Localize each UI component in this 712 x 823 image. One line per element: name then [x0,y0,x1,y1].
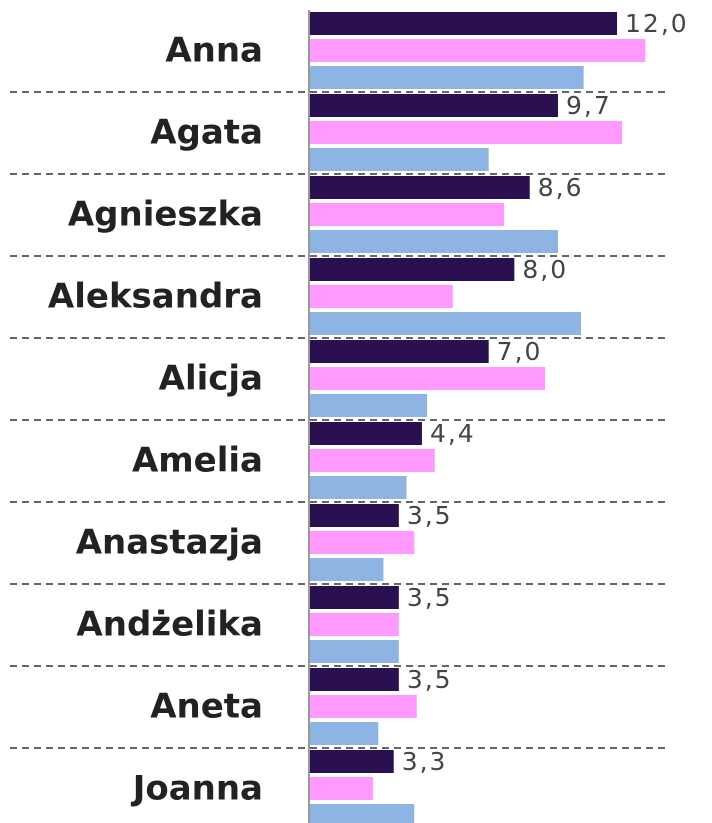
bar [309,750,394,773]
value-label: 3,3 [402,747,448,776]
category-label: Anna [165,31,263,71]
bar [309,203,505,226]
bar [309,804,415,823]
category-label: Andżelika [76,605,263,645]
bar [309,394,428,417]
bar [309,39,646,62]
bar [309,121,623,144]
bar [309,176,530,199]
bar [309,504,399,527]
category-label: Joanna [131,769,263,809]
bar [309,586,399,609]
bar [309,695,417,718]
bar [309,312,582,335]
bar [309,285,453,308]
bar [309,12,618,35]
bar [309,722,379,745]
bar [309,422,422,445]
bar [309,640,399,663]
bar [309,148,489,171]
value-label: 8,6 [538,173,584,202]
value-label: 7,0 [497,337,543,366]
category-label: Agnieszka [68,195,263,235]
bar [309,531,415,554]
value-label: 4,4 [430,419,476,448]
bar [309,258,515,281]
category-label: Aleksandra [48,277,263,317]
category-label: Anastazja [76,523,263,563]
bar [309,66,584,89]
value-label: 8,0 [522,255,568,284]
bar [309,340,489,363]
bar [309,230,558,253]
bar [309,476,407,499]
value-label: 9,7 [566,91,612,120]
bar [309,668,399,691]
bar [309,613,399,636]
category-label: Agata [150,113,263,153]
value-label: 12,0 [625,9,689,38]
category-label: Alicja [159,359,263,399]
bar [309,558,384,581]
category-label: Aneta [150,687,263,727]
value-label: 3,5 [407,665,453,694]
bar [309,449,435,472]
value-label: 3,5 [407,501,453,530]
value-label: 3,5 [407,583,453,612]
bar [309,777,374,800]
category-label: Amelia [132,441,263,481]
bar [309,94,558,117]
bar [309,367,546,390]
